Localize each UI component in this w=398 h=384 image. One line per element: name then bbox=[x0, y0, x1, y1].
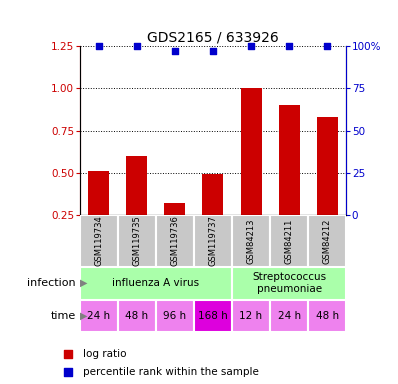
Text: 48 h: 48 h bbox=[316, 311, 339, 321]
Text: GSM84213: GSM84213 bbox=[246, 218, 256, 264]
Text: 12 h: 12 h bbox=[240, 311, 263, 321]
Bar bbox=[270, 215, 308, 267]
Bar bbox=[118, 215, 156, 267]
Text: GSM84211: GSM84211 bbox=[285, 218, 294, 264]
Text: GSM84212: GSM84212 bbox=[323, 218, 332, 264]
Text: infection: infection bbox=[27, 278, 76, 288]
Bar bbox=[308, 300, 346, 332]
Point bbox=[248, 43, 254, 49]
Point bbox=[65, 351, 72, 357]
Text: GSM119734: GSM119734 bbox=[94, 215, 103, 266]
Bar bbox=[126, 156, 147, 257]
Text: GSM119736: GSM119736 bbox=[170, 215, 179, 266]
Bar bbox=[240, 88, 261, 257]
Point bbox=[134, 43, 140, 49]
Text: ▶: ▶ bbox=[80, 311, 88, 321]
Title: GDS2165 / 633926: GDS2165 / 633926 bbox=[147, 31, 279, 45]
Point bbox=[172, 48, 178, 54]
Bar bbox=[156, 300, 194, 332]
Text: GSM119737: GSM119737 bbox=[209, 215, 217, 266]
Bar bbox=[118, 300, 156, 332]
Bar bbox=[194, 215, 232, 267]
Bar bbox=[194, 300, 232, 332]
Point bbox=[65, 369, 72, 375]
Bar bbox=[203, 174, 223, 257]
Bar bbox=[308, 215, 346, 267]
Bar bbox=[317, 117, 338, 257]
Text: time: time bbox=[51, 311, 76, 321]
Bar bbox=[80, 300, 118, 332]
Text: 168 h: 168 h bbox=[198, 311, 228, 321]
Text: GSM119735: GSM119735 bbox=[132, 215, 141, 266]
Text: 96 h: 96 h bbox=[163, 311, 186, 321]
Bar bbox=[232, 267, 346, 300]
Text: influenza A virus: influenza A virus bbox=[112, 278, 199, 288]
Bar bbox=[80, 267, 232, 300]
Bar bbox=[156, 215, 194, 267]
Bar bbox=[164, 203, 185, 257]
Point bbox=[286, 43, 292, 49]
Point bbox=[96, 43, 102, 49]
Bar bbox=[279, 105, 300, 257]
Text: 24 h: 24 h bbox=[277, 311, 300, 321]
Text: log ratio: log ratio bbox=[83, 349, 126, 359]
Bar bbox=[88, 171, 109, 257]
Bar bbox=[232, 300, 270, 332]
Text: 24 h: 24 h bbox=[87, 311, 110, 321]
Text: percentile rank within the sample: percentile rank within the sample bbox=[83, 366, 258, 377]
Bar bbox=[80, 215, 118, 267]
Point bbox=[324, 43, 330, 49]
Bar bbox=[232, 215, 270, 267]
Text: ▶: ▶ bbox=[80, 278, 88, 288]
Text: 48 h: 48 h bbox=[125, 311, 148, 321]
Bar bbox=[270, 300, 308, 332]
Text: Streptococcus
pneumoniae: Streptococcus pneumoniae bbox=[252, 272, 326, 294]
Point bbox=[210, 48, 216, 54]
